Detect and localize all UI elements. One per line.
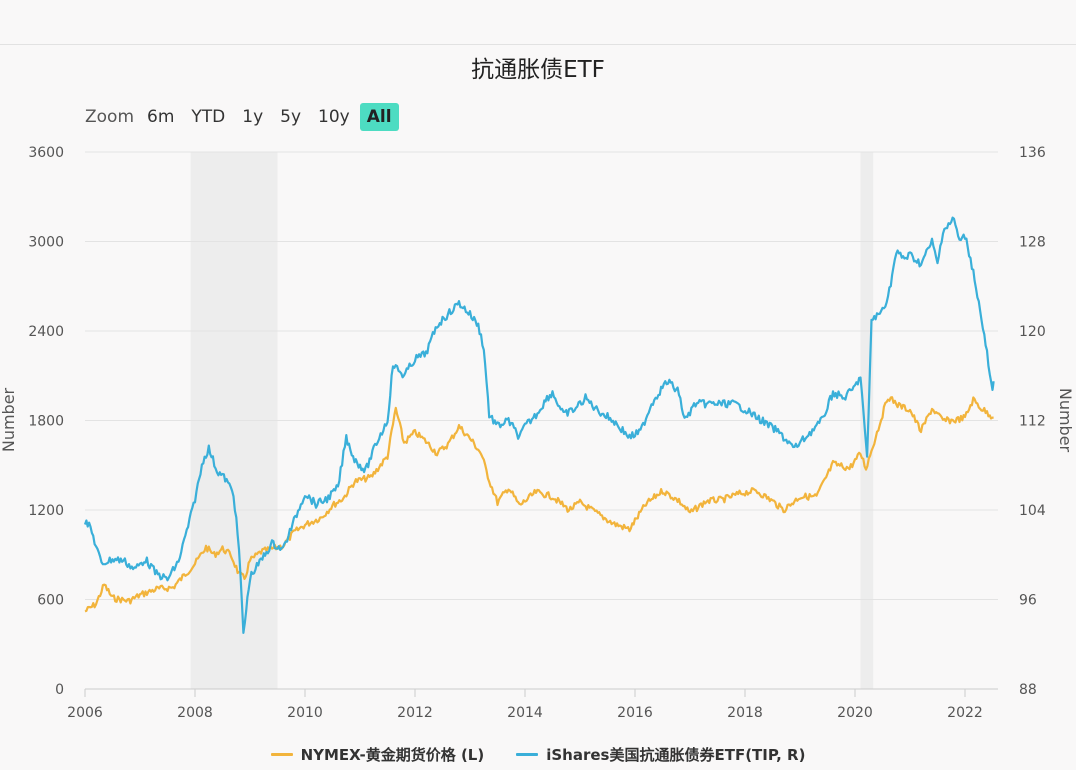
x-axis: 2006 2008 2010 2012 2014 2016 2018 2020 2022	[67, 689, 983, 721]
y-axis-left-title: Number	[0, 387, 18, 452]
zoom-ytd-button[interactable]: YTD	[191, 107, 226, 127]
chart-title: 抗通胀债ETF	[471, 57, 605, 83]
y-right-tick-label: 88	[1019, 682, 1037, 698]
y-left-tick-label: 1200	[28, 503, 64, 519]
y-left-tick-label: 0	[55, 682, 64, 698]
x-tick-label: 2010	[287, 705, 323, 721]
y-right-tick-label: 128	[1019, 235, 1046, 251]
series-lines	[83, 216, 995, 634]
y-right-tick-label: 104	[1019, 503, 1046, 519]
y-axis-right: 88 96 104 112 120 128 136	[1019, 145, 1046, 698]
y-left-tick-label: 3000	[28, 235, 64, 251]
zoom-10y-button[interactable]: 10y	[318, 107, 350, 127]
y-left-tick-label: 3600	[28, 145, 64, 161]
x-tick-label: 2008	[177, 705, 213, 721]
zoom-5y-button[interactable]: 5y	[280, 107, 302, 127]
zoom-1y-button[interactable]: 1y	[242, 107, 264, 127]
series-line-1	[83, 216, 995, 634]
legend-item-tip[interactable]: iShares美国抗通胀债券ETF(TIP, R)	[516, 744, 805, 765]
x-tick-label: 2006	[67, 705, 103, 721]
y-axis-left: 0 600 1200 1800 2400 3000 3600	[28, 145, 64, 698]
x-tick-label: 2014	[507, 705, 543, 721]
legend: NYMEX-黄金期货价格 (L) iShares美国抗通胀债券ETF(TIP, …	[0, 744, 1076, 765]
top-bar	[0, 0, 1076, 45]
x-tick-label: 2012	[397, 705, 433, 721]
grid-lines	[85, 151, 998, 690]
zoom-label: Zoom	[85, 107, 135, 127]
y-left-tick-label: 600	[37, 593, 64, 609]
y-right-tick-label: 112	[1019, 414, 1046, 430]
legend-item-gold[interactable]: NYMEX-黄金期货价格 (L)	[270, 744, 485, 765]
y-right-tick-label: 120	[1019, 324, 1046, 340]
zoom-6m-button[interactable]: 6m	[147, 107, 175, 127]
x-tick-label: 2018	[727, 705, 763, 721]
y-right-tick-label: 136	[1019, 145, 1046, 161]
legend-swatch-gold	[270, 753, 293, 756]
x-tick-label: 2020	[837, 705, 873, 721]
legend-label-tip: iShares美国抗通胀债券ETF(TIP, R)	[546, 746, 806, 764]
legend-label-gold: NYMEX-黄金期货价格 (L)	[300, 746, 485, 764]
x-tick-label: 2022	[947, 705, 983, 721]
legend-swatch-tip	[516, 753, 539, 756]
y-axis-right-title: Number	[1056, 388, 1075, 453]
y-left-tick-label: 2400	[28, 324, 64, 340]
zoom-all-button[interactable]: All	[359, 103, 399, 131]
zoom-bar: Zoom 6m YTD 1y 5y 10y All	[85, 102, 402, 132]
y-left-tick-label: 1800	[28, 414, 64, 430]
series-line-0	[84, 396, 994, 613]
y-right-tick-label: 96	[1019, 593, 1037, 609]
x-tick-label: 2016	[617, 705, 653, 721]
